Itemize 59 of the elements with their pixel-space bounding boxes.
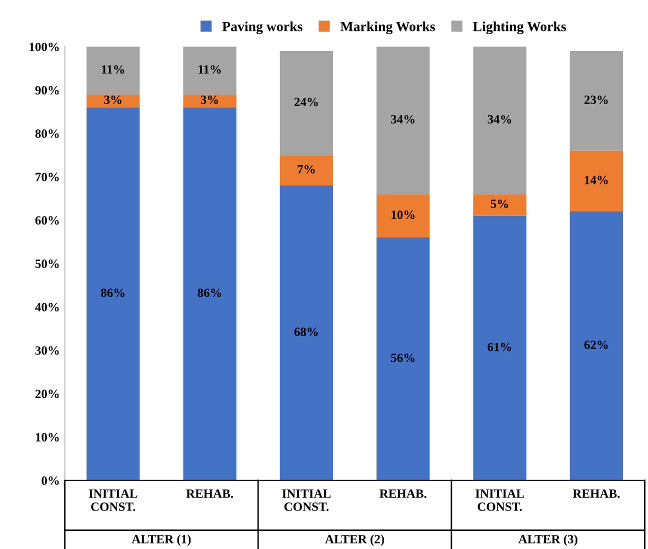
y-tick-label: 10% <box>36 433 59 442</box>
bar <box>183 94 236 108</box>
data-label: 23% <box>584 96 608 104</box>
y-tick-label: 70% <box>36 172 59 182</box>
y-tick-label: 40% <box>35 302 59 312</box>
y-tick-label: 80% <box>35 129 59 138</box>
x-tick-label: REHAB. <box>186 489 234 498</box>
data-label: 14% <box>584 176 608 184</box>
y-tick-label: 0% <box>42 476 59 485</box>
data-label: 3% <box>200 96 218 104</box>
y-tick-label: 90% <box>35 86 59 95</box>
x-tick-label: INITIAL CONST. <box>476 489 524 511</box>
text: ALTER (3) <box>518 534 578 546</box>
bar <box>570 211 624 480</box>
y-tick-label: 50% <box>35 260 59 268</box>
text: ALTER (1) <box>132 534 191 546</box>
data-label: 86% <box>101 288 124 298</box>
data-label: 68% <box>294 328 318 336</box>
bar <box>183 107 236 480</box>
bar <box>376 194 430 238</box>
x-tick-label: INITIAL CONST. <box>282 489 331 511</box>
legend-label: Lighting Works <box>473 21 566 34</box>
text: ALTER (2) <box>325 534 384 546</box>
data-label: 24% <box>294 98 318 106</box>
data-label: 10% <box>392 210 414 219</box>
x-tick-label: REHAB. <box>572 489 620 498</box>
legend-label: Marking Works <box>340 21 435 34</box>
x-tick-label: REHAB. <box>380 489 426 498</box>
bar <box>280 155 334 186</box>
bar <box>86 94 140 108</box>
legend-label: Paving works <box>222 21 302 34</box>
bar <box>570 150 624 212</box>
y-tick-label: 30% <box>35 346 59 355</box>
data-label: 61% <box>488 342 512 352</box>
y-tick-label: 100% <box>30 42 59 52</box>
data-label: 34% <box>391 115 414 124</box>
bar <box>183 46 236 94</box>
bar <box>86 46 140 94</box>
data-label: 56% <box>391 354 414 362</box>
data-label: 34% <box>488 115 512 124</box>
bar <box>376 46 430 194</box>
bar <box>86 107 140 480</box>
bar <box>280 185 334 480</box>
bar <box>280 51 334 156</box>
data-label: 11% <box>198 65 221 74</box>
bar <box>473 194 526 216</box>
bar <box>473 216 526 480</box>
data-label: 5% <box>490 200 508 208</box>
bar <box>570 51 624 151</box>
x-tick-label: INITIAL CONST. <box>88 489 138 511</box>
bar <box>473 46 526 194</box>
y-tick-label: 60% <box>35 216 59 225</box>
data-label: 86% <box>198 288 222 298</box>
y-tick-label: 20% <box>35 390 59 398</box>
data-label: 3% <box>104 96 122 104</box>
data-label: 7% <box>298 164 315 174</box>
data-label: 11% <box>102 65 124 74</box>
data-label: 62% <box>584 340 608 350</box>
bar <box>376 237 430 480</box>
